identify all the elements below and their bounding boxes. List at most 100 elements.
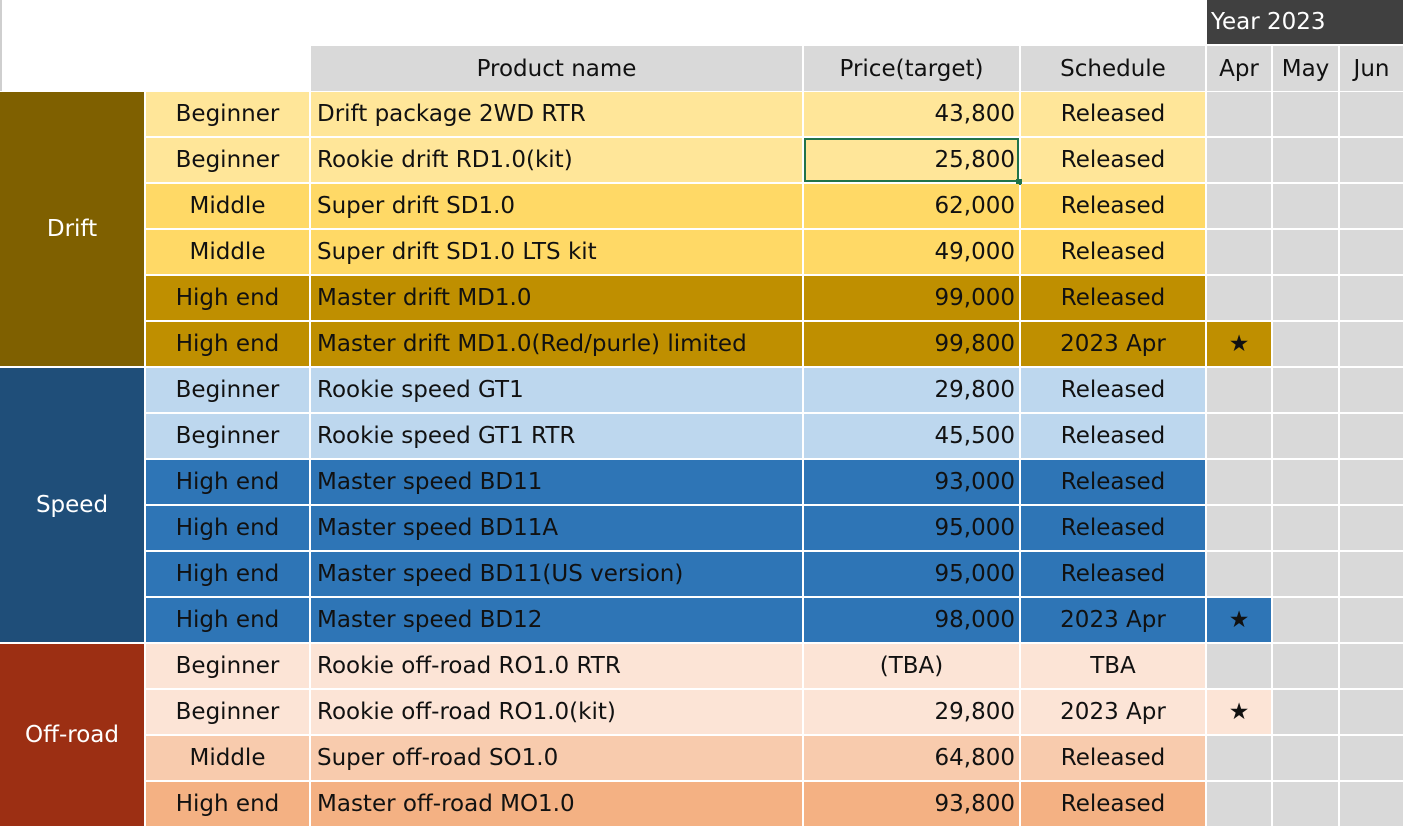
schedule-cell[interactable]: Released <box>1021 368 1205 412</box>
month-cell[interactable] <box>1273 690 1338 734</box>
level-cell[interactable]: High end <box>146 276 309 320</box>
price-cell[interactable]: 64,800 <box>804 736 1019 780</box>
product-name-cell[interactable]: Master speed BD11 <box>311 460 802 504</box>
month-cell[interactable] <box>1273 552 1338 596</box>
month-cell[interactable] <box>1340 460 1403 504</box>
category-speed[interactable]: Speed <box>0 368 144 642</box>
schedule-cell[interactable]: TBA <box>1021 644 1205 688</box>
month-cell[interactable] <box>1207 368 1271 412</box>
level-cell[interactable]: Beginner <box>146 690 309 734</box>
price-cell[interactable]: 99,000 <box>804 276 1019 320</box>
price-cell[interactable]: 93,800 <box>804 782 1019 826</box>
month-cell[interactable] <box>1340 138 1403 182</box>
schedule-cell[interactable]: Released <box>1021 230 1205 274</box>
schedule-cell[interactable]: Released <box>1021 552 1205 596</box>
schedule-cell[interactable]: Released <box>1021 460 1205 504</box>
header-month-apr[interactable]: Apr <box>1207 46 1271 91</box>
level-cell[interactable]: Beginner <box>146 92 309 136</box>
product-name-cell[interactable]: Rookie off-road RO1.0 RTR <box>311 644 802 688</box>
product-name-cell[interactable]: Master speed BD12 <box>311 598 802 642</box>
month-cell[interactable] <box>1340 414 1403 458</box>
product-name-cell[interactable]: Rookie drift RD1.0(kit) <box>311 138 802 182</box>
release-star-mark[interactable]: ★ <box>1207 690 1271 734</box>
month-cell[interactable] <box>1273 736 1338 780</box>
level-cell[interactable]: Middle <box>146 736 309 780</box>
release-star-mark[interactable]: ★ <box>1207 322 1271 366</box>
schedule-cell[interactable]: Released <box>1021 92 1205 136</box>
month-cell[interactable] <box>1273 322 1338 366</box>
level-cell[interactable]: High end <box>146 782 309 826</box>
level-cell[interactable]: High end <box>146 552 309 596</box>
schedule-cell[interactable]: Released <box>1021 414 1205 458</box>
month-cell[interactable] <box>1340 690 1403 734</box>
month-cell[interactable] <box>1273 92 1338 136</box>
product-name-cell[interactable]: Master speed BD11(US version) <box>311 552 802 596</box>
level-cell[interactable]: Middle <box>146 230 309 274</box>
schedule-cell[interactable]: Released <box>1021 506 1205 550</box>
category-off-road[interactable]: Off-road <box>0 644 144 826</box>
header-product-name[interactable]: Product name <box>311 46 802 91</box>
month-cell[interactable] <box>1340 506 1403 550</box>
month-cell[interactable] <box>1273 230 1338 274</box>
level-cell[interactable]: Beginner <box>146 138 309 182</box>
month-cell[interactable] <box>1207 736 1271 780</box>
month-cell[interactable] <box>1273 414 1338 458</box>
schedule-cell[interactable]: Released <box>1021 138 1205 182</box>
month-cell[interactable] <box>1340 276 1403 320</box>
price-cell[interactable]: 98,000 <box>804 598 1019 642</box>
price-cell[interactable]: 45,500 <box>804 414 1019 458</box>
price-cell[interactable]: 95,000 <box>804 552 1019 596</box>
month-cell[interactable] <box>1340 230 1403 274</box>
schedule-cell[interactable]: Released <box>1021 184 1205 228</box>
product-name-cell[interactable]: Super drift SD1.0 LTS kit <box>311 230 802 274</box>
month-cell[interactable] <box>1207 552 1271 596</box>
month-cell[interactable] <box>1340 368 1403 412</box>
month-cell[interactable] <box>1273 138 1338 182</box>
month-cell[interactable] <box>1207 138 1271 182</box>
release-star-mark[interactable]: ★ <box>1207 598 1271 642</box>
level-cell[interactable]: Beginner <box>146 368 309 412</box>
header-month-may[interactable]: May <box>1273 46 1338 91</box>
month-cell[interactable] <box>1273 506 1338 550</box>
month-cell[interactable] <box>1207 92 1271 136</box>
month-cell[interactable] <box>1207 230 1271 274</box>
month-cell[interactable] <box>1273 644 1338 688</box>
month-cell[interactable] <box>1273 598 1338 642</box>
month-cell[interactable] <box>1340 184 1403 228</box>
product-name-cell[interactable]: Super drift SD1.0 <box>311 184 802 228</box>
level-cell[interactable]: High end <box>146 598 309 642</box>
month-cell[interactable] <box>1340 598 1403 642</box>
header-schedule[interactable]: Schedule <box>1021 46 1205 91</box>
month-cell[interactable] <box>1340 644 1403 688</box>
month-cell[interactable] <box>1273 184 1338 228</box>
price-cell[interactable]: 43,800 <box>804 92 1019 136</box>
level-cell[interactable]: High end <box>146 322 309 366</box>
selection-fill-handle[interactable] <box>1016 179 1022 185</box>
month-cell[interactable] <box>1340 736 1403 780</box>
month-cell[interactable] <box>1207 506 1271 550</box>
price-cell[interactable]: 25,800 <box>804 138 1019 182</box>
level-cell[interactable]: Beginner <box>146 414 309 458</box>
level-cell[interactable]: Beginner <box>146 644 309 688</box>
month-cell[interactable] <box>1207 414 1271 458</box>
schedule-cell[interactable]: 2023 Apr <box>1021 598 1205 642</box>
schedule-cell[interactable]: Released <box>1021 736 1205 780</box>
level-cell[interactable]: Middle <box>146 184 309 228</box>
month-cell[interactable] <box>1273 782 1338 826</box>
month-cell[interactable] <box>1207 276 1271 320</box>
price-cell[interactable]: 93,000 <box>804 460 1019 504</box>
product-name-cell[interactable]: Master speed BD11A <box>311 506 802 550</box>
header-price[interactable]: Price(target) <box>804 46 1019 91</box>
product-name-cell[interactable]: Master off-road MO1.0 <box>311 782 802 826</box>
month-cell[interactable] <box>1207 460 1271 504</box>
month-cell[interactable] <box>1273 276 1338 320</box>
price-cell[interactable]: 29,800 <box>804 690 1019 734</box>
product-name-cell[interactable]: Rookie speed GT1 RTR <box>311 414 802 458</box>
product-name-cell[interactable]: Rookie off-road RO1.0(kit) <box>311 690 802 734</box>
schedule-cell[interactable]: 2023 Apr <box>1021 690 1205 734</box>
schedule-cell[interactable]: Released <box>1021 276 1205 320</box>
price-cell[interactable]: 99,800 <box>804 322 1019 366</box>
month-cell[interactable] <box>1340 552 1403 596</box>
month-cell[interactable] <box>1207 782 1271 826</box>
month-cell[interactable] <box>1273 368 1338 412</box>
